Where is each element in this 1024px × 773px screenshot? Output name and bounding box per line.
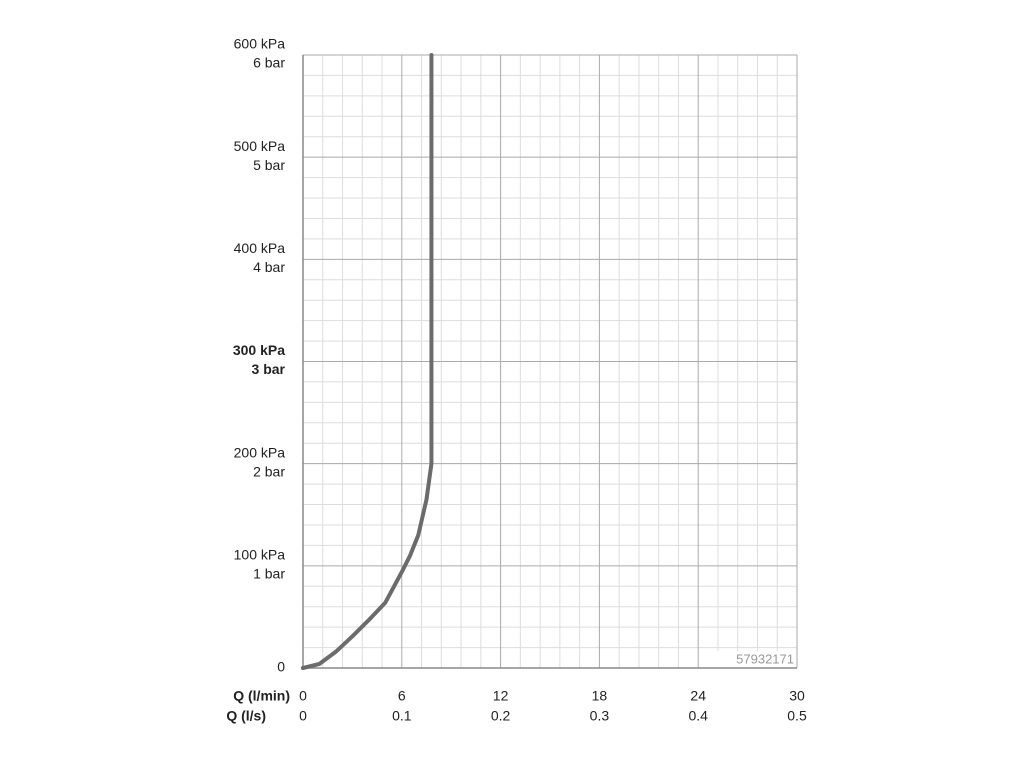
y-tick-label: 300 kPa [233, 342, 285, 358]
x-tick-label: 18 [592, 688, 608, 704]
y-tick-bar-label: 5 bar [253, 157, 285, 173]
x2-tick-label: 0.1 [392, 708, 412, 724]
y-tick-label: 500 kPa [234, 138, 286, 154]
x2-tick-label: 0.4 [688, 708, 708, 724]
x-tick-label: 0 [299, 688, 307, 704]
watermark: 57932171 [736, 651, 794, 666]
watermark-bg [712, 651, 796, 667]
x2-tick-label: 0.5 [787, 708, 807, 724]
x2-tick-label: 0 [299, 708, 307, 724]
y-tick-label: 100 kPa [234, 547, 286, 563]
y-tick-label: 200 kPa [234, 444, 286, 460]
y-tick-bar-label: 4 bar [253, 259, 285, 275]
x2-tick-label: 0.3 [590, 708, 610, 724]
y-tick-bar-label: 2 bar [253, 463, 285, 479]
y-tick-label: 600 kPa [234, 36, 286, 52]
x2-tick-label: 0.2 [491, 708, 511, 724]
y-tick-bar-label: 1 bar [253, 566, 285, 582]
x-tick-label: 6 [398, 688, 406, 704]
x-tick-label: 24 [690, 688, 706, 704]
curve [301, 53, 434, 670]
x-tick-label: 12 [493, 688, 509, 704]
x-axis-label: Q (l/min) [233, 688, 290, 704]
y-tick-bar-label: 3 bar [252, 361, 286, 377]
y-tick-bar-label: 6 bar [253, 55, 285, 71]
x2-axis-label: Q (l/s) [226, 708, 266, 724]
y-tick-label: 400 kPa [234, 240, 286, 256]
x-tick-label: 30 [789, 688, 805, 704]
y-tick-label: 0 [277, 659, 285, 675]
